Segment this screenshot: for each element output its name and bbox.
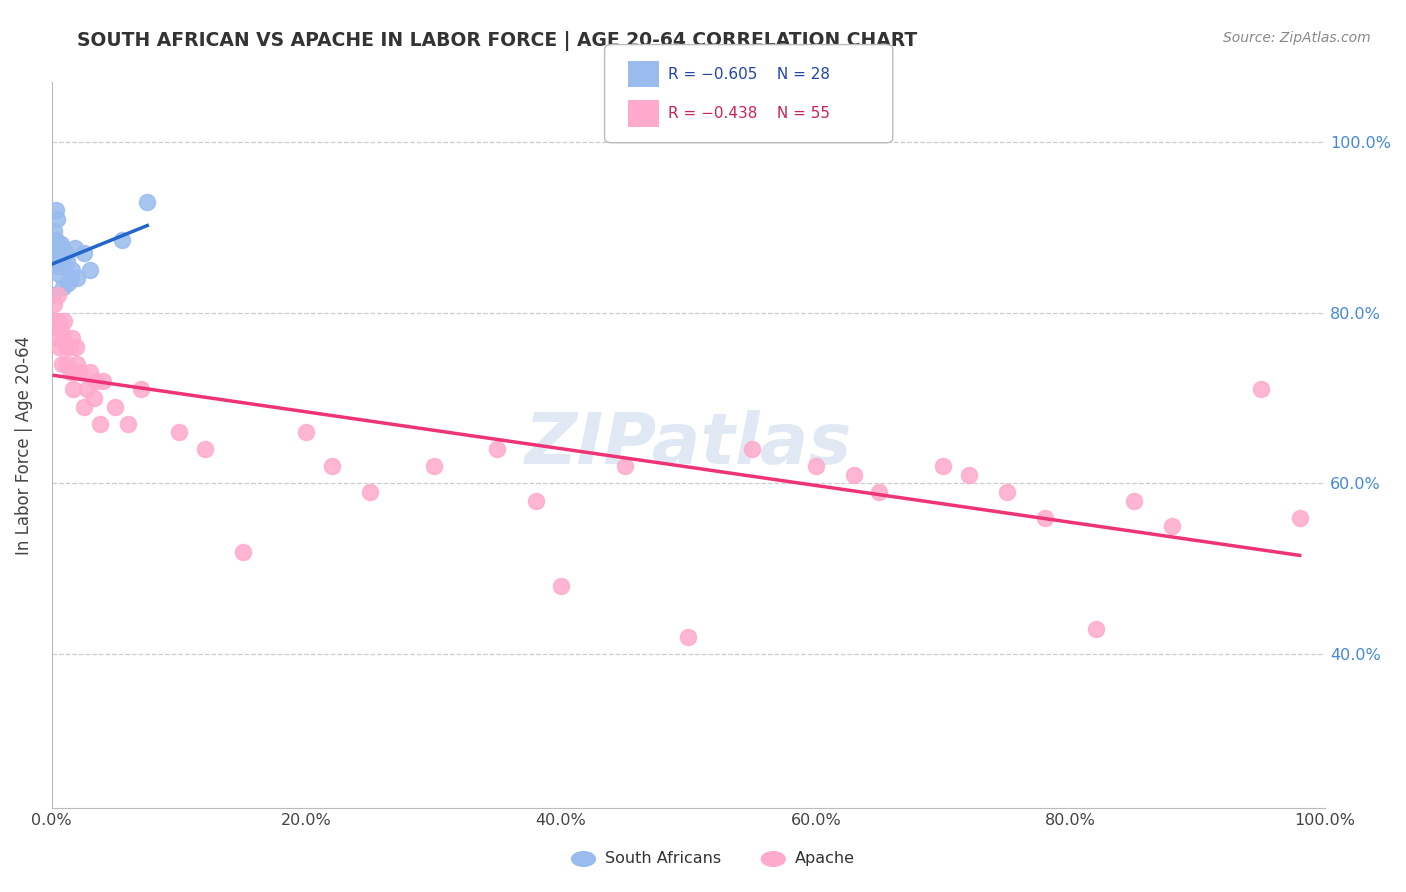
Point bbox=[49, 323, 72, 337]
Point bbox=[52, 331, 75, 345]
Point bbox=[52, 280, 75, 294]
Point bbox=[66, 271, 89, 285]
Point bbox=[136, 194, 159, 209]
Point bbox=[423, 459, 446, 474]
Point bbox=[45, 314, 67, 328]
Point bbox=[48, 340, 70, 354]
Point bbox=[44, 224, 66, 238]
Point bbox=[62, 383, 84, 397]
Point bbox=[48, 267, 70, 281]
Point bbox=[359, 485, 381, 500]
Point bbox=[741, 442, 763, 457]
Point bbox=[49, 237, 72, 252]
Point bbox=[58, 340, 80, 354]
Point bbox=[46, 259, 69, 273]
Point bbox=[46, 242, 69, 256]
Point bbox=[842, 467, 865, 482]
Point bbox=[56, 357, 79, 371]
Point bbox=[44, 245, 66, 260]
Point bbox=[49, 259, 72, 273]
Point bbox=[44, 297, 66, 311]
Point bbox=[932, 459, 955, 474]
Point bbox=[524, 493, 547, 508]
Point bbox=[232, 545, 254, 559]
Point bbox=[72, 400, 94, 414]
Point bbox=[678, 630, 700, 644]
Point bbox=[65, 340, 87, 354]
Text: South Africans: South Africans bbox=[605, 852, 721, 866]
Point bbox=[66, 357, 89, 371]
Point bbox=[89, 417, 111, 431]
Point bbox=[46, 288, 69, 302]
Text: R = −0.438    N = 55: R = −0.438 N = 55 bbox=[668, 106, 830, 120]
Point bbox=[45, 331, 67, 345]
Point bbox=[60, 331, 83, 345]
Text: SOUTH AFRICAN VS APACHE IN LABOR FORCE | AGE 20-64 CORRELATION CHART: SOUTH AFRICAN VS APACHE IN LABOR FORCE |… bbox=[77, 31, 918, 51]
Point bbox=[804, 459, 827, 474]
Point bbox=[53, 259, 76, 273]
Point bbox=[79, 365, 101, 379]
Point bbox=[86, 374, 108, 388]
Point bbox=[868, 485, 890, 500]
Point bbox=[295, 425, 318, 440]
Point bbox=[957, 467, 980, 482]
Point bbox=[45, 233, 67, 247]
Point bbox=[1084, 622, 1107, 636]
Point bbox=[1123, 493, 1146, 508]
Point bbox=[1250, 383, 1272, 397]
Point bbox=[321, 459, 343, 474]
Point bbox=[117, 417, 139, 431]
Point bbox=[48, 250, 70, 264]
Point bbox=[69, 365, 91, 379]
Point bbox=[59, 365, 82, 379]
Point bbox=[63, 242, 86, 256]
Point bbox=[45, 202, 67, 217]
Point bbox=[45, 237, 67, 252]
Y-axis label: In Labor Force | Age 20-64: In Labor Force | Age 20-64 bbox=[15, 335, 32, 555]
Point bbox=[58, 276, 80, 290]
Point bbox=[613, 459, 636, 474]
Point bbox=[1161, 519, 1184, 533]
Point bbox=[550, 579, 572, 593]
Text: Source: ZipAtlas.com: Source: ZipAtlas.com bbox=[1223, 31, 1371, 45]
Point bbox=[63, 365, 86, 379]
Point bbox=[42, 288, 65, 302]
Point bbox=[46, 314, 69, 328]
Point bbox=[59, 271, 82, 285]
Point bbox=[129, 383, 152, 397]
Point bbox=[72, 245, 94, 260]
Point bbox=[995, 485, 1018, 500]
Point bbox=[76, 383, 98, 397]
Point bbox=[56, 254, 79, 268]
Point bbox=[55, 340, 77, 354]
Point bbox=[167, 425, 190, 440]
Point bbox=[486, 442, 509, 457]
Point bbox=[42, 314, 65, 328]
Point bbox=[104, 400, 127, 414]
Point bbox=[53, 314, 76, 328]
Point bbox=[45, 211, 67, 226]
Point bbox=[83, 391, 105, 405]
Point bbox=[111, 233, 134, 247]
Point bbox=[193, 442, 215, 457]
Text: R = −0.605    N = 28: R = −0.605 N = 28 bbox=[668, 67, 830, 81]
Point bbox=[55, 245, 77, 260]
Text: Apache: Apache bbox=[794, 852, 855, 866]
Point bbox=[60, 263, 83, 277]
Point bbox=[1288, 510, 1310, 524]
Point bbox=[51, 357, 73, 371]
Point bbox=[51, 242, 73, 256]
Point bbox=[91, 374, 114, 388]
Point bbox=[79, 263, 101, 277]
Point bbox=[1033, 510, 1056, 524]
Text: ZIPatlas: ZIPatlas bbox=[524, 410, 852, 480]
